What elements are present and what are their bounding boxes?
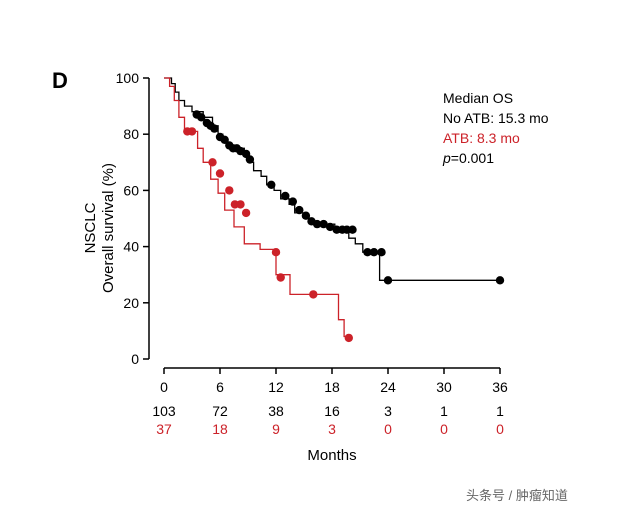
x-tick-label: 24 — [380, 379, 396, 395]
censor-mark-atb — [344, 333, 353, 343]
risk-count-no-atb: 3 — [384, 403, 392, 419]
y-axis-title-line1: NSCLC — [82, 202, 99, 253]
x-tick-label: 18 — [324, 379, 340, 395]
risk-count-atb: 0 — [440, 421, 448, 437]
legend-atb: ATB: 8.3 mo — [443, 130, 520, 146]
p-symbol: p — [442, 150, 451, 166]
censor-mark-atb — [187, 127, 197, 136]
censor-mark-no-atb — [267, 180, 276, 189]
watermark: 头条号 / 肿瘤知道 — [466, 488, 568, 503]
censor-mark-no-atb — [281, 191, 290, 201]
censor-mark-atb — [236, 200, 245, 209]
censor-mark-no-atb — [288, 197, 297, 206]
censor-mark-no-atb — [377, 248, 386, 257]
panel-letter: D — [52, 68, 68, 93]
survival-curve-atb — [164, 77, 349, 338]
legend: Median OS No ATB: 15.3 mo ATB: 8.3 mo p=… — [442, 90, 549, 166]
censor-mark-no-atb — [197, 113, 206, 122]
risk-count-no-atb: 38 — [268, 403, 284, 419]
y-tick-label: 20 — [123, 295, 139, 311]
censor-mark-no-atb — [319, 219, 328, 229]
x-tick-label: 6 — [216, 379, 224, 395]
censor-mark-atb — [309, 290, 318, 299]
censor-mark-no-atb — [363, 248, 372, 257]
risk-count-atb: 0 — [496, 421, 504, 437]
y-tick-label: 80 — [123, 126, 139, 142]
x-tick-label: 36 — [492, 379, 508, 395]
x-tick-label: 0 — [160, 379, 168, 395]
legend-p-value: p=0.001 — [442, 150, 494, 166]
y-tick-label: 40 — [123, 239, 139, 255]
censor-mark-no-atb — [295, 205, 304, 215]
risk-count-no-atb: 103 — [152, 403, 176, 419]
censor-mark-atb — [215, 169, 225, 178]
censor-mark-no-atb — [348, 225, 357, 234]
risk-count-atb: 0 — [384, 421, 392, 437]
censor-mark-no-atb — [325, 222, 335, 232]
censor-mark-no-atb — [383, 276, 393, 285]
risk-count-atb: 3 — [328, 421, 336, 437]
censor-mark-atb — [276, 273, 285, 282]
censor-mark-no-atb — [245, 155, 255, 164]
x-tick-label: 12 — [268, 379, 284, 395]
censor-mark-no-atb — [312, 219, 322, 229]
legend-no-atb: No ATB: 15.3 mo — [443, 110, 549, 126]
legend-title: Median OS — [443, 90, 513, 106]
censor-mark-no-atb — [220, 135, 229, 144]
x-tick-label: 30 — [436, 379, 452, 395]
risk-count-no-atb: 16 — [324, 403, 340, 419]
censor-mark-no-atb — [210, 124, 219, 133]
p-number: =0.001 — [451, 150, 494, 166]
risk-count-no-atb: 1 — [496, 403, 504, 419]
censor-mark-no-atb — [369, 248, 379, 257]
risk-count-atb: 18 — [212, 421, 228, 437]
censor-mark-atb — [271, 248, 281, 257]
y-tick-label: 0 — [131, 351, 139, 367]
risk-count-atb: 37 — [156, 421, 172, 437]
x-axis-title: Months — [307, 447, 356, 464]
censor-mark-atb — [241, 208, 251, 218]
y-tick-label: 60 — [123, 182, 139, 198]
censor-mark-atb — [208, 158, 217, 167]
risk-count-no-atb: 72 — [212, 403, 228, 419]
risk-count-no-atb: 1 — [440, 403, 448, 419]
y-tick-label: 100 — [116, 70, 140, 86]
censor-mark-atb — [225, 186, 234, 195]
censor-mark-no-atb — [495, 276, 505, 285]
censor-mark-no-atb — [301, 211, 311, 220]
risk-count-atb: 9 — [272, 421, 280, 437]
y-axis-title-line2: Overall survival (%) — [100, 163, 117, 293]
